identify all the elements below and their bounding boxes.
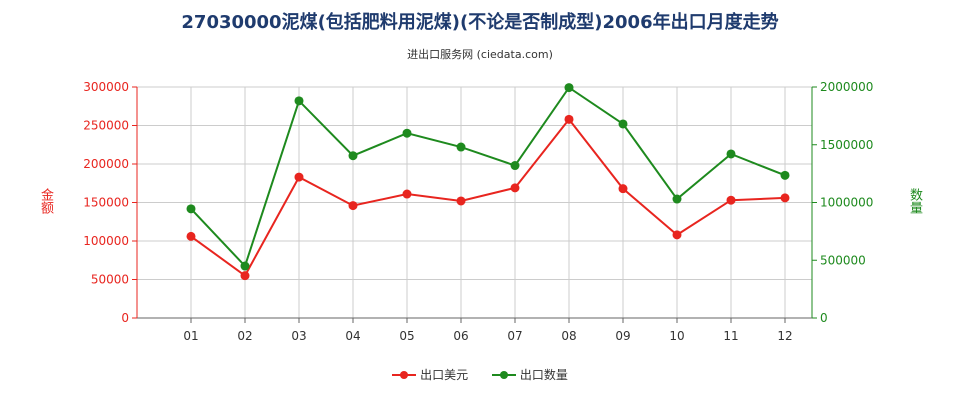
data-point-s1-04 (348, 201, 358, 211)
data-point-s2-11 (726, 149, 736, 159)
left-tick-label: 200000 (83, 157, 129, 171)
data-point-s1-05 (402, 189, 412, 199)
left-tick-label: 300000 (83, 80, 129, 94)
x-tick-label: 07 (507, 329, 522, 343)
x-tick-label: 10 (669, 329, 684, 343)
data-point-s1-09 (618, 184, 628, 194)
chart-legend: 出口美元 出口数量 (0, 366, 960, 384)
data-point-s2-10 (672, 194, 682, 204)
left-tick-label: 250000 (83, 119, 129, 133)
data-point-s1-07 (510, 183, 520, 193)
right-tick-label: 1500000 (820, 138, 873, 152)
series-line-1 (190, 117, 786, 278)
right-tick-label: 1000000 (820, 196, 873, 210)
series-line-2 (190, 86, 786, 268)
data-point-s2-07 (510, 161, 520, 171)
x-tick-label: 08 (561, 329, 576, 343)
right-tick-label: 0 (820, 311, 828, 325)
left-tick-label: 50000 (91, 273, 129, 287)
legend-item-qty[interactable]: 出口数量 (491, 366, 568, 383)
data-point-s2-03 (294, 96, 304, 106)
left-tick-label: 0 (121, 311, 129, 325)
legend-marker-usd (392, 370, 417, 379)
data-point-s2-05 (402, 128, 412, 138)
data-point-s1-01 (186, 231, 196, 241)
x-tick-label: 02 (237, 329, 252, 343)
data-point-s2-08 (564, 83, 574, 93)
left-axis-title: 金额 (38, 188, 53, 214)
legend-label-qty: 出口数量 (519, 368, 568, 382)
data-point-s1-03 (294, 172, 304, 182)
x-tick-label: 12 (777, 329, 792, 343)
legend-item-usd[interactable]: 出口美元 (392, 366, 468, 383)
data-point-s2-04 (348, 151, 358, 161)
data-point-s1-11 (726, 195, 736, 205)
x-tick-label: 03 (291, 329, 306, 343)
x-tick-label: 11 (723, 329, 738, 343)
left-tick-label: 150000 (83, 196, 129, 210)
x-tick-label: 04 (345, 329, 360, 343)
legend-label-usd: 出口美元 (420, 368, 469, 382)
legend-marker-qty (491, 370, 516, 379)
right-axis-title: 数量 (907, 188, 922, 214)
chart-title: 27030000泥煤(包括肥料用泥煤)(不论是否制成型)2006年出口月度走势 (181, 12, 779, 33)
data-point-s1-02 (240, 271, 250, 281)
right-tick-label: 500000 (820, 253, 866, 267)
data-point-s2-01 (186, 204, 196, 214)
data-point-s2-09 (618, 119, 628, 129)
data-point-s1-10 (672, 230, 682, 240)
x-tick-label: 01 (183, 329, 198, 343)
data-point-s1-06 (456, 196, 466, 206)
data-point-s1-08 (564, 114, 574, 124)
data-point-s2-12 (780, 170, 790, 180)
data-point-s1-12 (780, 193, 790, 203)
data-point-s2-02 (240, 261, 250, 271)
data-point-s2-06 (456, 142, 466, 152)
x-tick-label: 06 (453, 329, 468, 343)
x-tick-label: 05 (399, 329, 414, 343)
x-tick-label: 09 (615, 329, 630, 343)
chart-subtitle: 进出口服务网 (ciedata.com) (407, 48, 553, 61)
right-tick-label: 2000000 (820, 80, 873, 94)
left-tick-label: 100000 (83, 234, 129, 248)
